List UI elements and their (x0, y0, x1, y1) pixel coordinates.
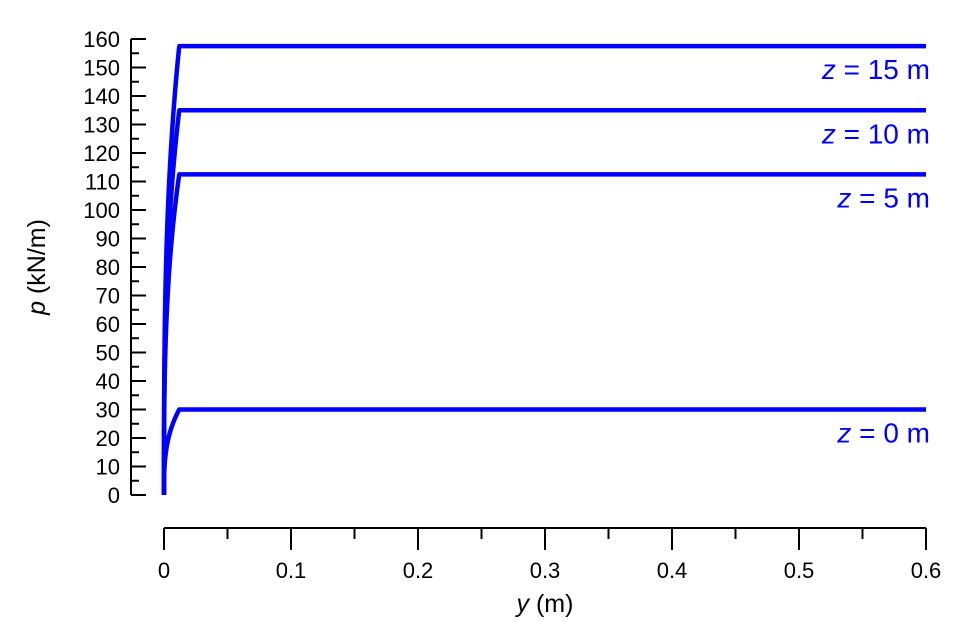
y-axis-unit: (kN/m) (23, 219, 51, 301)
curve-label-variable: z (821, 54, 836, 85)
curve-line (161, 172, 926, 496)
y-tick-label: 90 (96, 227, 120, 252)
y-tick-label: 140 (83, 84, 120, 109)
x-axis-unit: (m) (529, 590, 573, 618)
y-axis-variable: p (23, 301, 51, 316)
y-tick-label: 0 (108, 483, 120, 508)
x-tick-label: 0.4 (657, 558, 688, 583)
curve-labels: z = 0 mz = 5 mz = 10 mz = 15 m (821, 54, 930, 448)
x-axis-variable: y (515, 590, 531, 618)
y-tick-label: 100 (83, 198, 120, 223)
y-tick-label: 50 (96, 341, 120, 366)
ticks: 0 0.1 0.2 0.3 0.4 0.5 0.6 0 10 20 30 40 50 60 70 80 90 10… (83, 27, 941, 583)
y-tick-label: 150 (83, 56, 120, 81)
curve-label-variable: z (836, 182, 851, 213)
curve-line (161, 108, 926, 495)
x-tick-label: 0.3 (530, 558, 561, 583)
y-tick-label: 70 (96, 284, 120, 309)
curve-label: z = 0 m (836, 418, 930, 449)
curve-label-value: = 5 m (851, 182, 930, 213)
curve-line (161, 43, 926, 495)
x-tick-label: 0.2 (403, 558, 434, 583)
curve-label-value: = 15 m (836, 54, 930, 85)
y-tick-label: 120 (83, 141, 120, 166)
curve-label: z = 10 m (821, 118, 930, 149)
curve-label: z = 5 m (836, 182, 930, 213)
y-tick-label: 80 (96, 255, 120, 280)
y-tick-label: 10 (96, 455, 120, 480)
y-tick-label: 130 (83, 113, 120, 138)
curve-line (161, 407, 926, 497)
curve-label-value: = 10 m (836, 118, 930, 149)
y-tick-label: 110 (85, 170, 120, 195)
curve-label: z = 15 m (821, 54, 930, 85)
curve-label-value: = 0 m (851, 418, 930, 449)
y-axis-title: p (kN/m) (23, 219, 51, 316)
y-tick-label: 20 (96, 426, 120, 451)
y-tick-label: 160 (83, 27, 120, 52)
curve-label-variable: z (821, 118, 836, 149)
y-tick-label: 30 (96, 398, 120, 423)
y-tick-label: 60 (96, 312, 120, 337)
x-axis-title: y (m) (515, 590, 574, 618)
x-tick-label: 0.6 (911, 558, 942, 583)
x-tick-label: 0 (158, 558, 170, 583)
curve-label-variable: z (836, 418, 851, 449)
y-tick-label: 40 (96, 369, 120, 394)
x-tick-label: 0.5 (784, 558, 815, 583)
curves (161, 43, 926, 497)
x-tick-label: 0.1 (276, 558, 307, 583)
